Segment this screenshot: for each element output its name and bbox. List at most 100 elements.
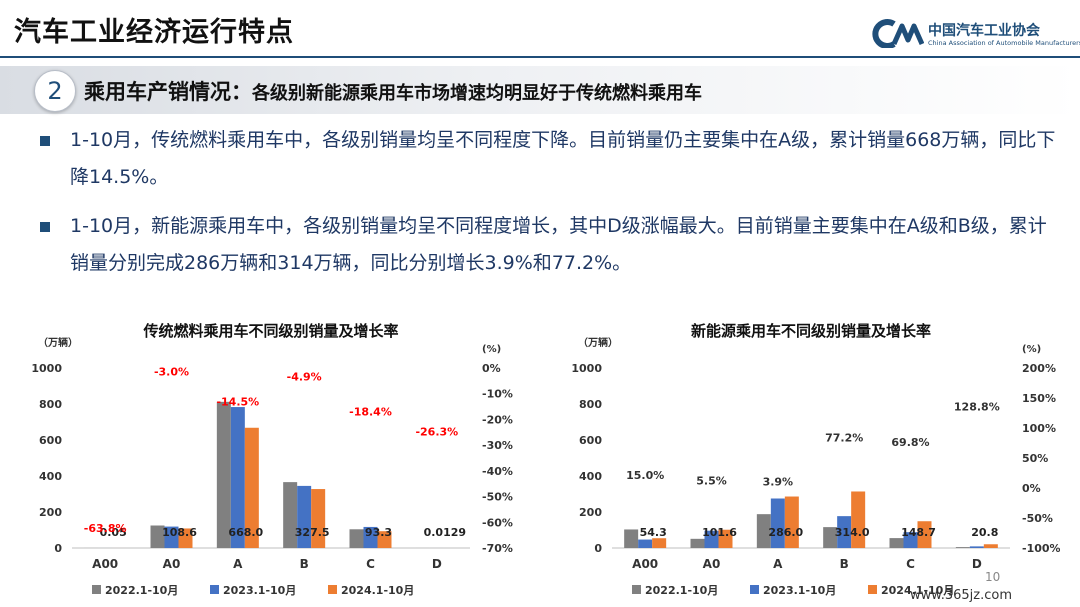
bar-2024.1-10月: [851, 491, 866, 548]
growth-label: -18.4%: [349, 405, 392, 418]
growth-label: 69.8%: [891, 436, 929, 449]
bar-2022.1-10月: [955, 547, 970, 548]
y-tick-label: 200: [579, 506, 602, 519]
y2-tick-label: -60%: [482, 516, 513, 529]
bar-2024.1-10月: [784, 496, 799, 548]
legend-swatch: [92, 585, 101, 594]
y-axis-label: （万辆）: [578, 336, 618, 349]
bar-2024.1-10月: [311, 489, 326, 548]
y-tick-label: 200: [39, 506, 62, 519]
y2-tick-label: 200%: [1022, 362, 1056, 375]
chart-traditional: 传统燃料乘用车不同级别销量及增长率 （万辆） (%) 0 200 400 600 800 100…: [0, 312, 520, 606]
growth-label: 15.0%: [626, 469, 664, 482]
y2-tick-label: -70%: [482, 542, 513, 555]
header-divider: [0, 56, 1080, 58]
legend-swatch: [328, 585, 337, 594]
bullet-marker: [40, 136, 50, 146]
x-tick-label: D: [432, 557, 442, 571]
page-title: 汽车工业经济运行特点: [14, 17, 294, 48]
growth-label: -63.8%: [84, 522, 127, 535]
legend-swatch: [210, 585, 219, 594]
bar-2023.1-10月: [164, 526, 179, 548]
bullet-item: 1-10月，新能源乘用车中，各级别销量均呈不同程度增长，其中D级涨幅最大。目前销…: [40, 208, 1060, 282]
value-label: 54.3: [640, 526, 667, 539]
logo-text-cn: 中国汽车工业协会: [928, 23, 1040, 39]
growth-label: 77.2%: [825, 432, 863, 445]
bar-2023.1-10月: [704, 530, 719, 548]
x-tick-label: A: [773, 557, 783, 571]
growth-label: -4.9%: [287, 371, 322, 384]
y-axis-label: （万辆）: [38, 336, 78, 349]
growth-label: 128.8%: [954, 401, 1000, 414]
x-tick-label: B: [300, 557, 309, 571]
y-tick-label: 1000: [31, 362, 62, 375]
bar-2024.1-10月: [917, 521, 932, 548]
growth-label: 5.5%: [696, 475, 727, 488]
legend-label: 2023.1-10月: [223, 584, 296, 597]
value-label: 93.3: [365, 526, 392, 539]
bar-2023.1-10月: [837, 516, 852, 548]
bar-2023.1-10月: [969, 546, 984, 548]
value-label: 327.5: [295, 526, 330, 539]
x-tick-label: A: [233, 557, 243, 571]
y2-tick-label: 0%: [1022, 482, 1041, 495]
y-tick-label: 600: [39, 434, 62, 447]
bar-2024.1-10月: [377, 531, 392, 548]
section-title: 乘用车产销情况：: [84, 80, 252, 104]
bullet-marker: [40, 222, 50, 232]
value-label: 286.0: [768, 526, 803, 539]
y2-tick-label: -10%: [482, 388, 513, 401]
y2-tick-label: 0%: [482, 362, 501, 375]
x-tick-label: A00: [632, 557, 658, 571]
caam-logo-icon: [872, 19, 924, 48]
bar-2022.1-10月: [690, 538, 705, 548]
value-label: 101.6: [702, 526, 737, 539]
x-tick-label: C: [906, 557, 915, 571]
growth-label: -14.5%: [216, 395, 259, 408]
legend-swatch: [750, 585, 759, 594]
section-number: 2: [34, 70, 76, 112]
chart-traditional-svg: 传统燃料乘用车不同级别销量及增长率 （万辆） (%) 0 200 400 600 800 100…: [31, 322, 513, 597]
y-tick-label: 600: [579, 434, 602, 447]
legend-swatch: [868, 585, 877, 594]
legend-label: 2024.1-10月: [341, 584, 414, 597]
growth-label: -3.0%: [154, 366, 189, 379]
x-tick-label: C: [366, 557, 375, 571]
chart-nev-svg: 新能源乘用车不同级别销量及增长率 （万辆） (%) 0 200 400 600 800 1000…: [571, 322, 1060, 597]
bar-2023.1-10月: [363, 526, 378, 548]
value-label: 314.0: [835, 526, 870, 539]
bar-2022.1-10月: [216, 401, 231, 548]
legend-label: 2022.1-10月: [645, 584, 718, 597]
bar-2023.1-10月: [230, 407, 245, 548]
y2-axis-label: (%): [482, 344, 501, 355]
caam-logo: 中国汽车工业协会 China Association of Automobile…: [872, 18, 1080, 54]
value-label: 148.7: [901, 526, 936, 539]
bar-2022.1-10月: [889, 538, 904, 548]
x-tick-label: D: [972, 557, 982, 571]
bar-2023.1-10月: [770, 498, 785, 548]
y-tick-label: 0: [594, 542, 602, 555]
growth-label: -26.3%: [415, 426, 458, 439]
bullet-text: 1-10月，传统燃料乘用车中，各级别销量均呈不同程度下降。目前销量仍主要集中在A…: [70, 129, 1056, 188]
y2-tick-label: 100%: [1022, 422, 1056, 435]
bullet-text: 1-10月，新能源乘用车中，各级别销量均呈不同程度增长，其中D级涨幅最大。目前销…: [70, 215, 1047, 274]
y2-tick-label: -50%: [1022, 512, 1053, 525]
x-tick-label: B: [840, 557, 849, 571]
logo-text-en: China Association of Automobile Manufact…: [928, 39, 1080, 47]
watermark-text: www.365jz.com: [910, 588, 1012, 603]
y-tick-label: 1000: [571, 362, 602, 375]
bar-2022.1-10月: [756, 514, 771, 548]
x-tick-label: A0: [163, 557, 181, 571]
bar-2024.1-10月: [244, 427, 259, 548]
value-label: 20.8: [971, 526, 998, 539]
y2-tick-label: -50%: [482, 491, 513, 504]
growth-label: 3.9%: [763, 476, 794, 489]
section-subtitle: 各级别新能源乘用车市场增速均明显好于传统燃料乘用车: [252, 83, 702, 104]
bar-2023.1-10月: [638, 539, 653, 548]
bar-2024.1-10月: [178, 528, 193, 548]
section-heading: 乘用车产销情况：各级别新能源乘用车市场增速均明显好于传统燃料乘用车: [84, 76, 702, 106]
legend-label: 2022.1-10月: [105, 584, 178, 597]
bar-2022.1-10月: [283, 482, 298, 548]
y2-tick-label: -20%: [482, 413, 513, 426]
bar-2024.1-10月: [983, 544, 998, 548]
